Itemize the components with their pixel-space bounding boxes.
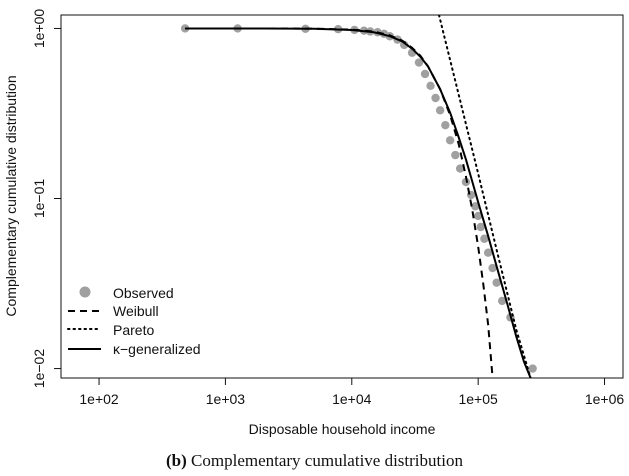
observed-point	[445, 136, 455, 145]
x-tick-label: 1e+03	[206, 391, 246, 407]
y-tick-label: 1e−02	[31, 349, 47, 389]
observed-point	[488, 263, 497, 273]
series-layer	[180, 15, 537, 378]
observed-point	[414, 58, 424, 67]
caption-label: (b)	[166, 451, 187, 470]
observed-point	[441, 120, 450, 130]
observed-point	[431, 93, 440, 103]
observed-point	[461, 177, 471, 187]
observed-point	[471, 202, 480, 211]
legend-observed-label: Observed	[113, 285, 174, 301]
observed-point	[455, 164, 465, 173]
observed-point	[426, 81, 435, 91]
x-tick-label: 1e+04	[332, 391, 372, 407]
chart: 1e+02 1e+03 1e+04 1e+05 1e+06 1e−02 1e−01 1e+0…	[3, 9, 624, 437]
observed-point	[498, 296, 507, 306]
weibull-line	[185, 27, 494, 378]
legend-kappa-label: κ−generalized	[113, 341, 201, 357]
observed-point	[473, 211, 483, 221]
y-axis-label: Complementary cumulative distribution	[3, 75, 19, 316]
observed-point	[492, 278, 501, 287]
legend: Observed Weibull Pareto κ−generalized	[67, 285, 201, 357]
x-tick-label: 1e+02	[79, 391, 119, 407]
observed-point	[420, 69, 430, 79]
x-tick-label: 1e+06	[585, 391, 625, 407]
figure-caption: (b) Complementary cumulative distributio…	[0, 451, 629, 471]
caption-text: Complementary cumulative distribution	[191, 451, 463, 470]
plot-frame	[60, 14, 624, 379]
y-tick-label: 1e−01	[31, 179, 47, 219]
y-tick-label: 1e+00	[31, 9, 47, 49]
y-axis: 1e−02 1e−01 1e+00	[31, 9, 61, 389]
observed-point	[480, 234, 489, 243]
legend-pareto-label: Pareto	[113, 322, 154, 338]
legend-observed-marker	[79, 286, 91, 298]
plot-area	[180, 15, 537, 378]
generalized-line	[185, 27, 532, 378]
pareto-line	[438, 15, 532, 378]
observed-point	[528, 364, 537, 373]
observed-point	[451, 150, 460, 160]
observed-point	[476, 222, 486, 232]
x-axis: 1e+02 1e+03 1e+04 1e+05 1e+06	[79, 378, 624, 407]
observed-point	[400, 40, 409, 50]
x-axis-label: Disposable household income	[249, 421, 436, 437]
x-tick-label: 1e+05	[458, 391, 498, 407]
legend-weibull-label: Weibull	[113, 303, 159, 319]
observed-point	[435, 106, 445, 115]
observed-point	[483, 248, 493, 257]
